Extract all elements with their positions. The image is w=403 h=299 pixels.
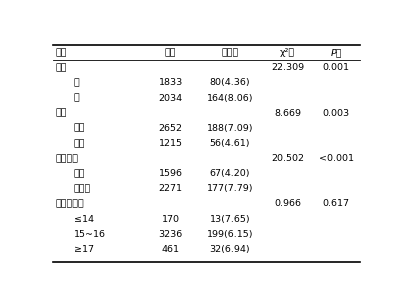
Text: 1215: 1215 xyxy=(159,139,183,148)
Text: 1596: 1596 xyxy=(159,169,183,178)
Text: 15~16: 15~16 xyxy=(74,230,106,239)
Text: 8.669: 8.669 xyxy=(274,109,301,118)
Text: 32(6.94): 32(6.94) xyxy=(210,245,250,254)
Text: 农村: 农村 xyxy=(74,139,85,148)
Text: 性别: 性别 xyxy=(55,63,66,72)
Text: 2271: 2271 xyxy=(159,184,183,193)
Text: 22.309: 22.309 xyxy=(271,63,304,72)
Text: P值: P值 xyxy=(330,48,342,57)
Text: ≤14: ≤14 xyxy=(74,215,94,224)
Text: 170: 170 xyxy=(162,215,180,224)
Text: 164(8.06): 164(8.06) xyxy=(207,94,253,103)
Text: 年龄（岁）: 年龄（岁） xyxy=(55,199,84,208)
Text: 188(7.09): 188(7.09) xyxy=(207,124,253,133)
Text: 67(4.20): 67(4.20) xyxy=(210,169,250,178)
Text: 56(4.61): 56(4.61) xyxy=(210,139,250,148)
Text: 461: 461 xyxy=(162,245,180,254)
Text: 阳性率: 阳性率 xyxy=(221,48,239,57)
Text: 2652: 2652 xyxy=(159,124,183,133)
Text: 0.617: 0.617 xyxy=(323,199,350,208)
Text: 0.003: 0.003 xyxy=(322,109,350,118)
Text: 0.001: 0.001 xyxy=(323,63,350,72)
Text: 地区: 地区 xyxy=(55,109,66,118)
Text: <0.001: <0.001 xyxy=(319,154,354,163)
Text: χ²值: χ²值 xyxy=(280,48,295,57)
Text: 80(4.36): 80(4.36) xyxy=(210,78,250,87)
Text: 寄宿: 寄宿 xyxy=(74,169,85,178)
Text: 女: 女 xyxy=(74,94,79,103)
Text: 变量: 变量 xyxy=(55,48,66,57)
Text: 1833: 1833 xyxy=(158,78,183,87)
Text: 0.966: 0.966 xyxy=(274,199,301,208)
Text: 男: 男 xyxy=(74,78,79,87)
Text: 3236: 3236 xyxy=(158,230,183,239)
Text: ≥17: ≥17 xyxy=(74,245,94,254)
Text: 入学形式: 入学形式 xyxy=(55,154,78,163)
Text: 例数: 例数 xyxy=(165,48,177,57)
Text: 2034: 2034 xyxy=(158,94,183,103)
Text: 非寄宿: 非寄宿 xyxy=(74,184,91,193)
Text: 20.502: 20.502 xyxy=(271,154,304,163)
Text: 13(7.65): 13(7.65) xyxy=(210,215,250,224)
Text: 177(7.79): 177(7.79) xyxy=(207,184,253,193)
Text: 199(6.15): 199(6.15) xyxy=(207,230,253,239)
Text: 城市: 城市 xyxy=(74,124,85,133)
